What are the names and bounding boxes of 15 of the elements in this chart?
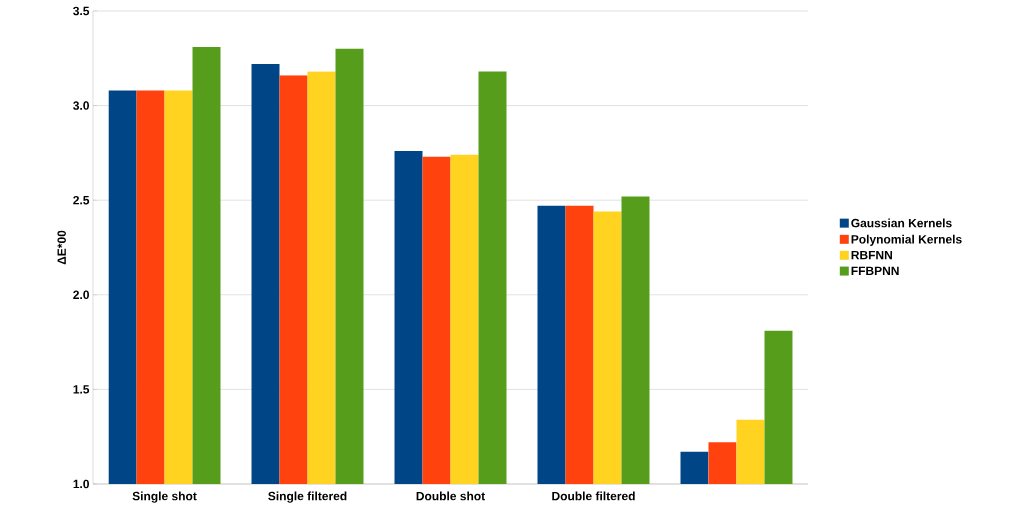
y-tick-label: 1.0 [73, 479, 89, 489]
legend-label: RBFNN [851, 250, 892, 260]
y-tick-label: 3.5 [73, 6, 90, 16]
x-tick-label: Double shot [416, 491, 486, 501]
legend-label: FFBPNN [851, 266, 899, 275]
x-tick-label: Double filtered [552, 491, 635, 501]
x-tick-label: Single filtered [268, 491, 347, 503]
y-axis-title: ΔE*00 [57, 230, 66, 265]
y-tick-label: 3.0 [73, 101, 89, 110]
legend-label: Polynomial Kernels [851, 234, 962, 246]
x-tick-label: Single shot [132, 491, 197, 503]
y-tick-label: 2.5 [73, 195, 90, 205]
y-tick-label: 2.0 [73, 290, 89, 300]
y-tick-label: 1.5 [73, 385, 90, 394]
legend-label: Gaussian Kernels [851, 218, 952, 228]
